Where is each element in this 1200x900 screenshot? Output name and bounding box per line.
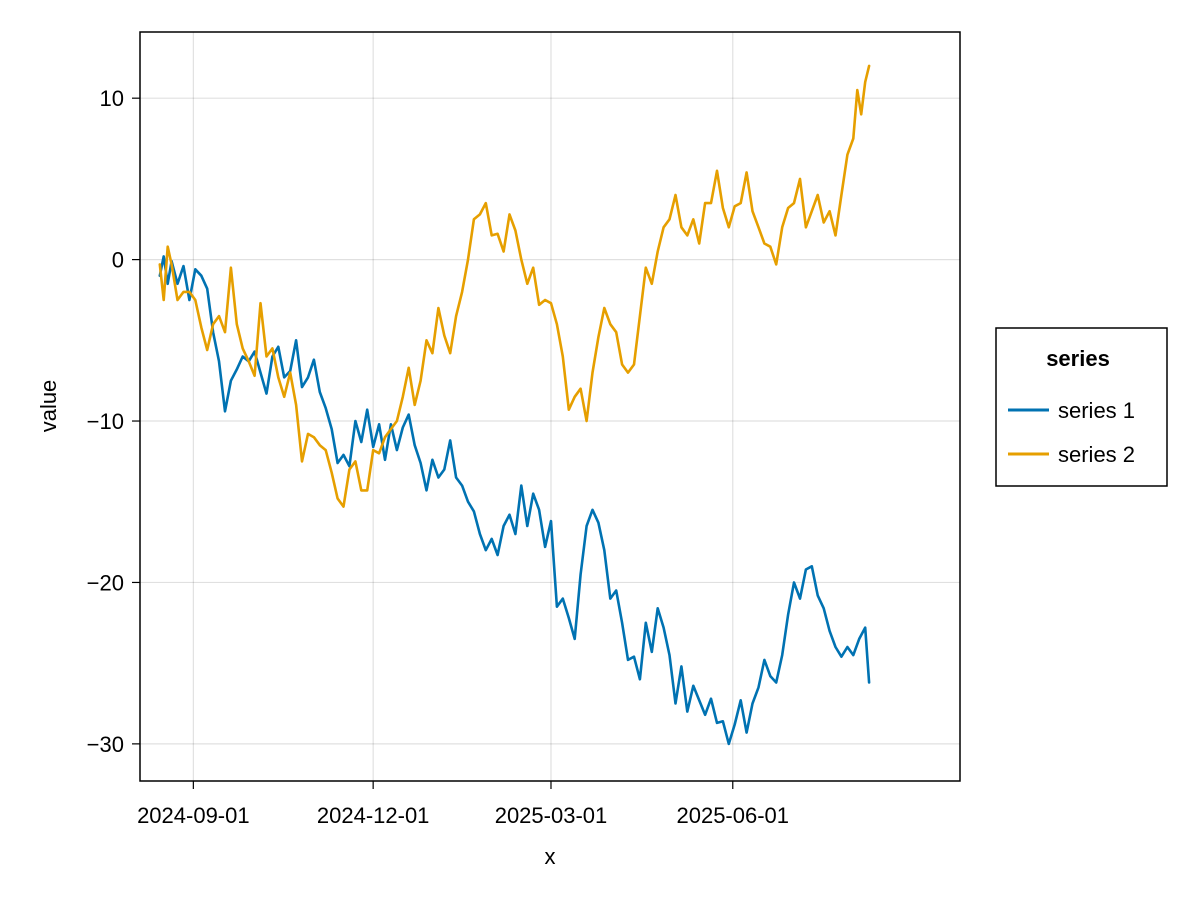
grid-lines: [140, 32, 960, 781]
x-axis-title: x: [545, 844, 556, 869]
series-line-2: [158, 64, 871, 508]
x-tick-label: 2024-12-01: [317, 803, 430, 828]
legend: series series 1 series 2: [995, 327, 1168, 487]
y-tick-label: −10: [87, 409, 124, 434]
legend-label-series-2: series 2: [1058, 442, 1135, 467]
y-tick-label: −20: [87, 570, 124, 595]
x-tick-label: 2025-06-01: [676, 803, 789, 828]
series-layer: [158, 64, 871, 746]
legend-frame: [995, 327, 1168, 487]
x-axis: 2024-09-01 2024-12-01 2025-03-01 2025-06-01: [137, 781, 789, 828]
y-tick-label: 0: [112, 248, 124, 273]
plot-frame: [139, 31, 961, 782]
y-axis-title: value: [36, 380, 61, 433]
y-tick-label: −30: [87, 732, 124, 757]
y-tick-label: 10: [100, 86, 124, 111]
x-tick-label: 2024-09-01: [137, 803, 250, 828]
y-axis: 10 0 −10 −20 −30: [87, 86, 140, 757]
legend-label-series-1: series 1: [1058, 398, 1135, 423]
x-tick-label: 2025-03-01: [495, 803, 608, 828]
legend-title: series: [1046, 346, 1110, 371]
